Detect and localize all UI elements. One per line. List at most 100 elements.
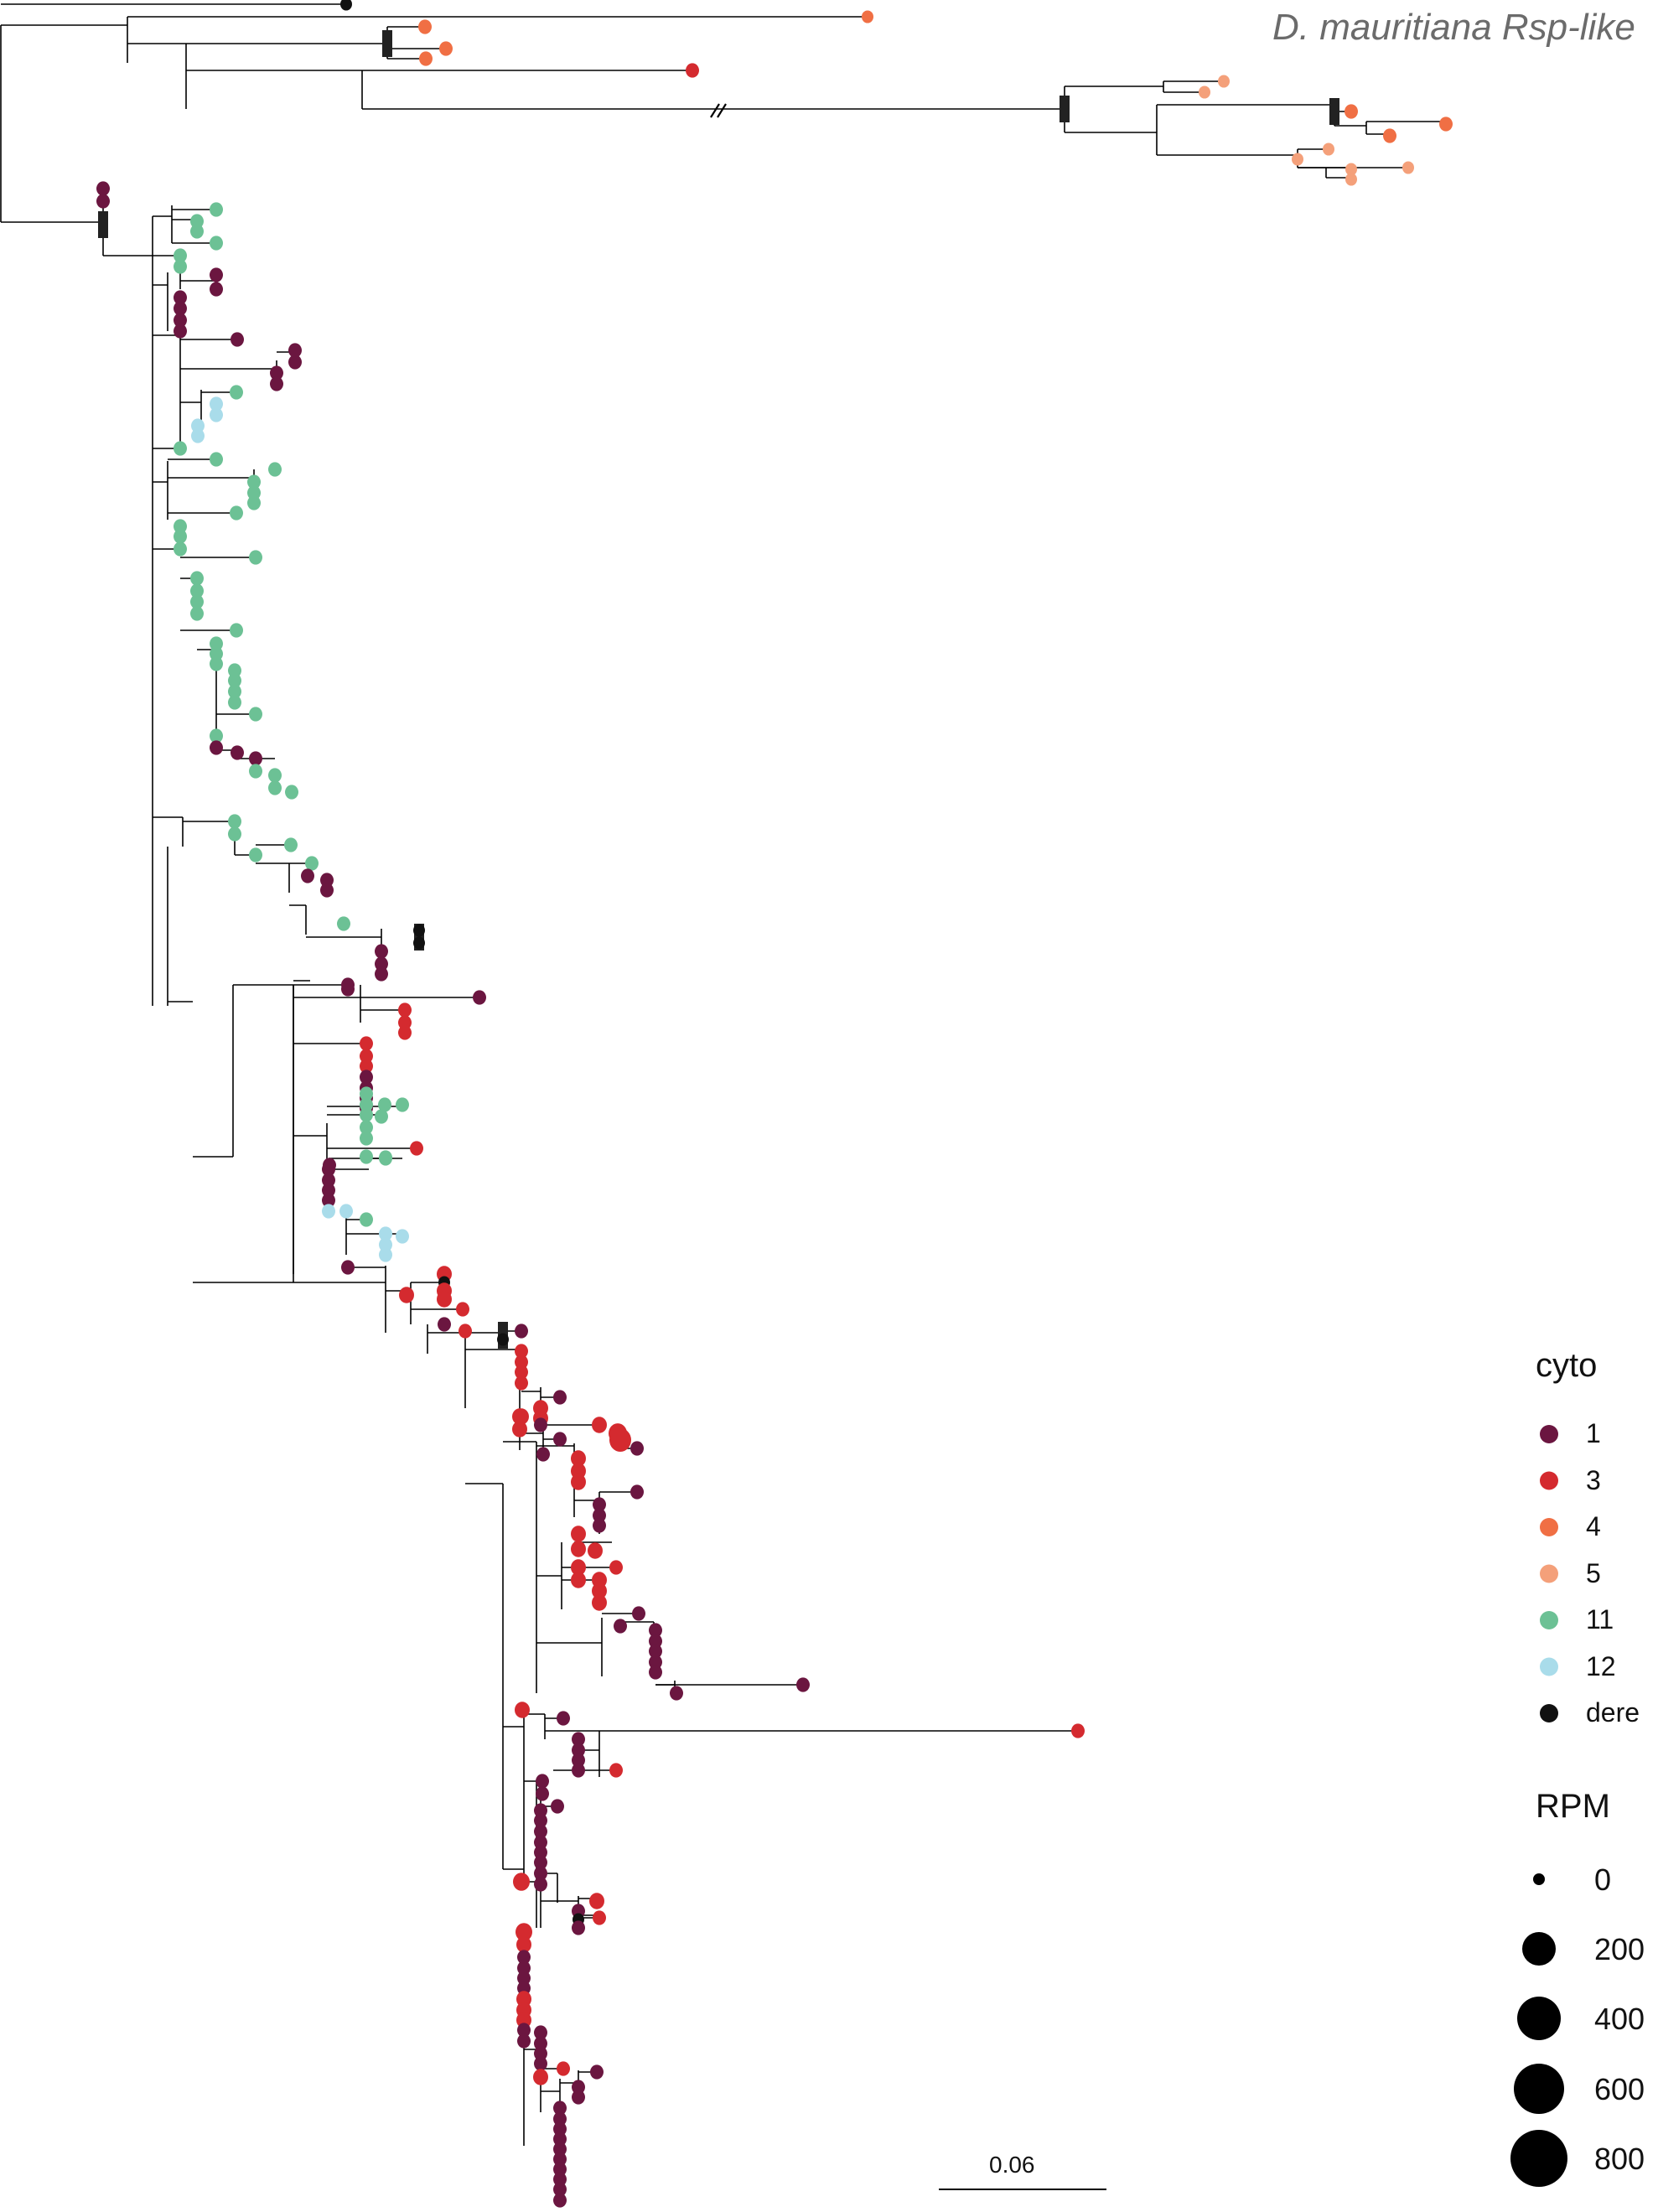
- tip-point: [593, 1518, 606, 1533]
- tip-point: [322, 1193, 335, 1208]
- tip-point: [515, 1355, 528, 1370]
- tip-point: [249, 847, 262, 863]
- tip-point: [557, 2061, 570, 2076]
- tip-point: [174, 248, 187, 263]
- tip-point: [375, 944, 388, 959]
- tip-point: [410, 1141, 423, 1156]
- tip-point: [190, 224, 204, 239]
- tip-point: [517, 1950, 531, 1965]
- tip-point: [228, 663, 241, 678]
- tip-point: [649, 1634, 662, 1649]
- tip-point: [379, 1150, 392, 1165]
- tip-point: [593, 1910, 606, 1925]
- tip-point: [322, 1173, 335, 1188]
- tip-point: [1323, 142, 1334, 156]
- tip-point: [230, 385, 243, 400]
- legend-color-label: 5: [1586, 1558, 1601, 1589]
- tip-point: [572, 1743, 585, 1758]
- tip-point: [322, 1204, 335, 1219]
- legend-color-text: 4: [1586, 1511, 1601, 1541]
- tip-point: [553, 2152, 567, 2167]
- tip-point: [268, 462, 282, 477]
- tip-point: [534, 1855, 547, 1870]
- legend-size-text: 200: [1594, 1932, 1645, 1966]
- tip-point: [228, 695, 241, 710]
- legend-color-swatch: [1540, 1471, 1558, 1490]
- tip-point: [174, 313, 187, 328]
- tip-point: [497, 1333, 509, 1346]
- legend-size-label: 200: [1594, 1932, 1645, 1967]
- tip-point: [571, 1474, 586, 1490]
- legend-color-title: cyto: [1536, 1347, 1598, 1384]
- legend-size-text: 0: [1594, 1862, 1612, 1897]
- tip-point: [228, 814, 241, 829]
- legend-color-label: 4: [1586, 1511, 1601, 1542]
- tip-point: [340, 0, 352, 11]
- tip-point: [571, 1526, 586, 1542]
- tip-point: [557, 1711, 570, 1726]
- legend-size-text: 800: [1594, 2142, 1645, 2176]
- legend-color-label: dere: [1586, 1697, 1640, 1728]
- legend-color-swatch: [1540, 1425, 1558, 1443]
- tip-point: [284, 837, 298, 852]
- tip-point: [1439, 117, 1453, 132]
- tip-point: [174, 290, 187, 305]
- tip-point: [515, 1365, 528, 1380]
- legend-size-swatch: [1510, 2130, 1567, 2187]
- tip-point: [649, 1655, 662, 1670]
- tip-point: [534, 2025, 547, 2040]
- tip-point: [210, 267, 223, 282]
- tip-point: [534, 1813, 547, 1828]
- tip-point: [534, 1835, 547, 1850]
- tip-point: [533, 2069, 548, 2085]
- tip-point: [247, 474, 261, 490]
- tip-point: [534, 1845, 547, 1860]
- tip-point: [516, 1923, 532, 1941]
- tip-point: [571, 1541, 586, 1557]
- legend-color-text: 12: [1586, 1650, 1616, 1681]
- legend-color-swatch: [1540, 1704, 1558, 1722]
- tip-point: [322, 1183, 335, 1198]
- tip-point: [249, 707, 262, 722]
- legend-color-text: 3: [1586, 1464, 1601, 1495]
- tip-point: [1345, 173, 1357, 186]
- tip-point: [418, 19, 432, 34]
- tip-point: [572, 1732, 585, 1747]
- tip-point: [609, 1427, 631, 1453]
- legend-color-text: 5: [1586, 1557, 1601, 1588]
- tip-point: [268, 780, 282, 795]
- node-marker: [382, 30, 392, 57]
- tip-point: [649, 1665, 662, 1680]
- tip-point: [534, 1417, 547, 1432]
- tip-point: [649, 1623, 662, 1638]
- tree-tips: [96, 0, 1453, 2208]
- tip-point: [517, 2023, 531, 2038]
- tip-point: [230, 623, 243, 638]
- tip-point: [630, 1441, 644, 1456]
- tip-point: [210, 407, 223, 422]
- legend-size-title: RPM: [1536, 1788, 1610, 1825]
- tip-point: [609, 1560, 623, 1575]
- tip-point: [360, 1120, 373, 1135]
- tip-point: [572, 1920, 585, 1935]
- tip-point: [360, 1036, 373, 1051]
- tip-point: [1071, 1723, 1085, 1738]
- tip-point: [593, 1497, 606, 1512]
- tip-point: [437, 1291, 452, 1308]
- tip-point: [228, 684, 241, 699]
- branch-break: [710, 103, 727, 118]
- tip-point: [516, 1936, 531, 1953]
- tip-point: [590, 2064, 604, 2080]
- tip-point: [553, 2162, 567, 2177]
- tip-point: [230, 505, 243, 521]
- tip-point: [517, 2033, 531, 2049]
- tip-point: [553, 1432, 567, 1447]
- tip-point: [439, 41, 453, 56]
- tip-point: [247, 485, 261, 500]
- tip-point: [210, 452, 223, 467]
- tip-point: [1345, 104, 1358, 119]
- tip-point: [592, 1417, 607, 1433]
- tip-point: [228, 673, 241, 688]
- tip-point: [174, 324, 187, 339]
- legend-symbols: [1510, 1425, 1567, 2187]
